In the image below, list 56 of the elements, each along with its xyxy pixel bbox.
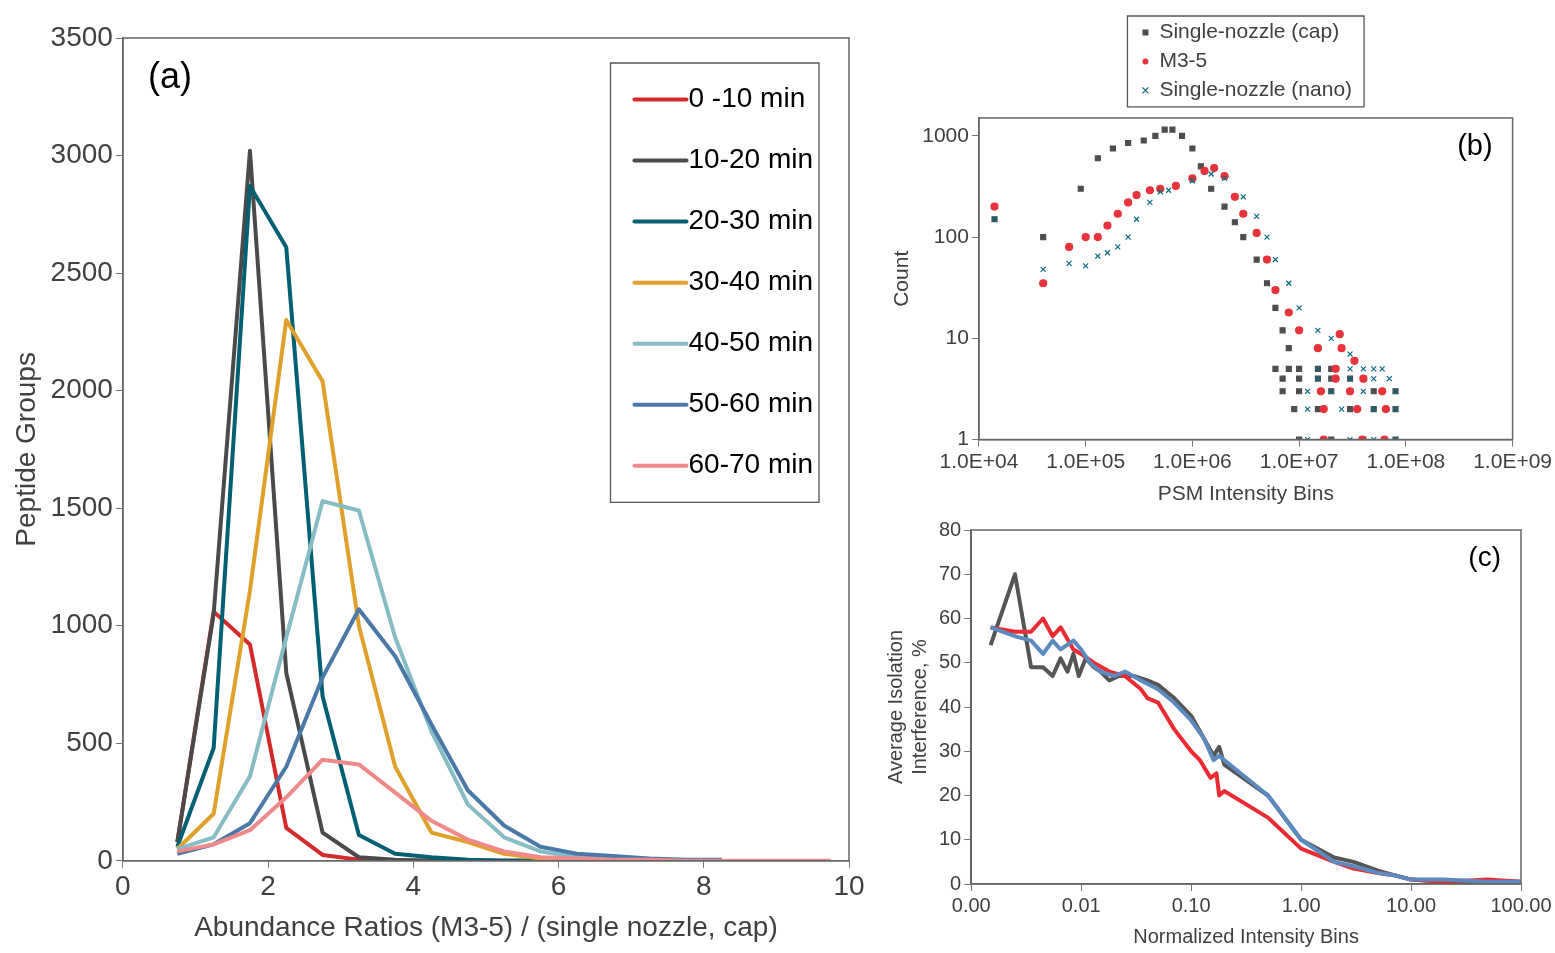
legend-label: 20-30 min — [688, 204, 814, 236]
x-tick-label: 100.00 — [1490, 893, 1552, 916]
x-tick-label: 8 — [695, 870, 712, 902]
y-tick-label: 60 — [939, 606, 962, 629]
y-tick-label: 50 — [939, 650, 962, 673]
y-tick-label: 500 — [66, 725, 113, 757]
x-tick-label: 0.01 — [1061, 893, 1101, 916]
x-tick-label: 1.0E+09 — [1473, 449, 1552, 472]
y-tick-label: 1 — [957, 426, 969, 450]
x-tick-label: 10 — [833, 870, 865, 902]
x-tick-label: 1.0E+06 — [1152, 449, 1232, 472]
legend-label: 60-70 min — [688, 448, 814, 480]
y-tick-label: 20 — [939, 783, 962, 806]
y-tick-label: 30 — [939, 738, 962, 761]
y-tick-label: 3500 — [50, 20, 113, 52]
y-tick-label: 10 — [939, 827, 962, 850]
x-tick-label: 1.00 — [1281, 893, 1321, 916]
y-tick-label: 3000 — [50, 138, 113, 170]
legend-label: 30-40 min — [688, 265, 814, 297]
y-axis-title: Count — [889, 250, 913, 307]
x-tick-label: 1.0E+08 — [1366, 449, 1446, 472]
y-axis-title: Average Isolation Interference, % — [883, 629, 930, 785]
y-tick-label: 40 — [939, 694, 962, 717]
annotation: (b) — [1457, 128, 1493, 161]
y-axis-title: Peptide Groups — [9, 352, 41, 547]
x-tick-label: 0.10 — [1171, 893, 1211, 916]
x-axis-title: Abundance Ratios (M3-5) / (single nozzle, cap) — [194, 910, 778, 942]
y-tick-label: 80 — [939, 517, 962, 540]
annotation: (a) — [147, 54, 192, 96]
y-tick-label: 1500 — [50, 490, 113, 522]
y-tick-label: 1000 — [922, 122, 969, 146]
legend-label: 40-50 min — [688, 326, 814, 358]
legend-label: 0 -10 min — [688, 82, 806, 114]
x-tick-label: 6 — [550, 870, 567, 902]
x-tick-label: 1.0E+04 — [939, 449, 1019, 472]
legend-label: 50-60 min — [688, 387, 814, 419]
y-tick-label: 2500 — [50, 255, 113, 287]
legend-label: Single-nozzle (nano) — [1159, 77, 1353, 101]
legend-label: M3-5 — [1159, 48, 1208, 72]
y-tick-label: 10 — [945, 325, 969, 349]
y-tick-label: 1000 — [50, 608, 113, 640]
y-tick-label: 2000 — [50, 373, 113, 405]
x-tick-label: 10.00 — [1386, 893, 1437, 916]
x-tick-label: 2 — [260, 870, 276, 902]
legend-label: 10-20 min — [688, 143, 814, 175]
y-tick-label: 0 — [97, 843, 113, 875]
x-tick-label: 4 — [405, 870, 422, 902]
y-tick-label: 100 — [933, 223, 969, 247]
x-tick-label: 1.0E+05 — [1046, 449, 1126, 472]
x-axis-title: Normalized Intensity Bins — [1133, 924, 1359, 947]
x-tick-label: 0.00 — [951, 893, 991, 916]
y-tick-label: 70 — [939, 561, 962, 584]
x-tick-label: 1.0E+07 — [1259, 449, 1339, 472]
x-axis-title: PSM Intensity Bins — [1157, 481, 1334, 505]
annotation: (c) — [1468, 540, 1501, 572]
legend-label: Single-nozzle (cap) — [1159, 19, 1340, 43]
